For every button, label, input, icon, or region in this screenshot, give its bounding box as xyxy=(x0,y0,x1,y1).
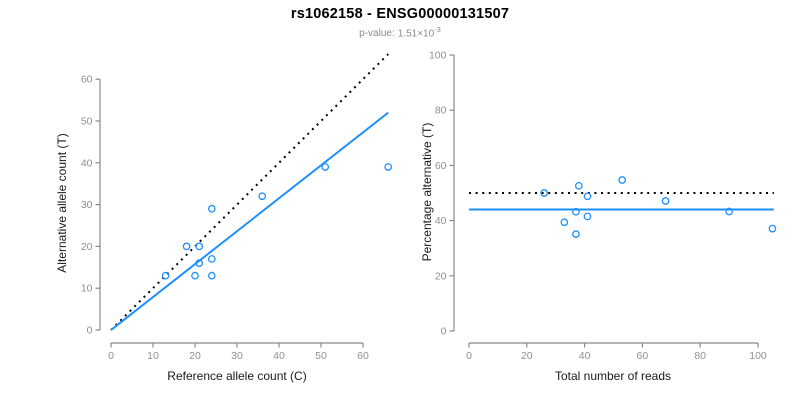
right-data-point xyxy=(540,189,548,197)
left-x-axis-tick-label: 60 xyxy=(357,350,369,362)
right-data-point xyxy=(583,212,592,221)
left-data-point xyxy=(191,271,199,280)
left-data-point xyxy=(195,259,204,267)
left-x-axis-tick-label: 10 xyxy=(147,350,159,362)
right-data-point xyxy=(583,192,592,201)
right-y-axis-tick-label: 20 xyxy=(435,270,447,282)
right-plot-x-axis-title: Total number of reads xyxy=(554,369,672,383)
pvalue-label: p-value: xyxy=(359,28,395,40)
left-y-axis-tick-label: 40 xyxy=(81,157,93,169)
right-plot-y-axis-title: Percentage alternative (T) xyxy=(420,122,434,262)
left-y-axis-tick-label: 50 xyxy=(81,116,93,128)
left-y-axis-tick-label: 60 xyxy=(81,74,93,86)
left-y-axis-tick-label: 30 xyxy=(81,199,93,211)
left-x-axis-tick-label: 20 xyxy=(189,350,201,362)
left-x-axis-tick-label: 0 xyxy=(108,350,114,362)
right-data-point xyxy=(572,230,580,238)
right-data-point xyxy=(618,176,627,184)
left-plot-x-axis-title: Reference allele count (C) xyxy=(167,369,307,383)
right-y-axis-tick-label: 0 xyxy=(441,326,447,338)
left-y-axis-tick-label: 0 xyxy=(87,325,93,337)
left-identity-line xyxy=(110,53,389,331)
left-fit-line xyxy=(110,111,389,331)
right-x-axis-tick-label: 0 xyxy=(466,350,472,362)
right-data-point xyxy=(661,197,670,205)
left-data-point xyxy=(321,163,330,171)
right-y-axis-tick-label: 80 xyxy=(435,105,447,117)
right-x-axis-tick-label: 80 xyxy=(694,350,706,362)
pvalue-exponent: -3 xyxy=(434,25,441,34)
right-data-point xyxy=(572,207,580,216)
left-data-point xyxy=(207,204,216,213)
right-data-point xyxy=(574,181,583,190)
right-y-axis-tick-label: 100 xyxy=(429,50,447,62)
right-y-axis-tick-label: 60 xyxy=(435,160,447,172)
right-y-axis-tick-label: 40 xyxy=(435,215,447,227)
left-plot-y-axis-title: Alternative allele count (T) xyxy=(55,133,69,273)
right-x-axis-tick-label: 100 xyxy=(749,350,767,362)
left-data-point xyxy=(161,271,170,280)
right-data-point xyxy=(560,218,569,227)
right-x-axis-tick-label: 60 xyxy=(637,350,649,362)
left-x-axis-tick-label: 40 xyxy=(273,350,285,362)
pvalue-base: 1.51×10 xyxy=(397,28,435,40)
left-data-point xyxy=(207,271,216,280)
figure-subtitle: p-value: 1.51×10-3 xyxy=(0,25,800,39)
left-y-axis-tick-label: 20 xyxy=(81,241,93,253)
right-data-point xyxy=(725,207,733,216)
left-data-point xyxy=(195,242,204,251)
left-data-point xyxy=(182,242,191,251)
right-x-axis-tick-label: 20 xyxy=(521,350,533,362)
figure-title: rs1062158 - ENSG00000131507 xyxy=(290,6,510,22)
left-y-axis-tick-label: 10 xyxy=(81,283,93,295)
left-data-point xyxy=(207,255,216,263)
right-data-point xyxy=(768,224,777,233)
left-x-axis-tick-label: 50 xyxy=(315,350,327,362)
left-x-axis-tick-label: 30 xyxy=(231,350,243,362)
left-data-point xyxy=(258,192,267,201)
left-data-point xyxy=(384,163,393,171)
right-x-axis-tick-label: 40 xyxy=(579,350,591,362)
